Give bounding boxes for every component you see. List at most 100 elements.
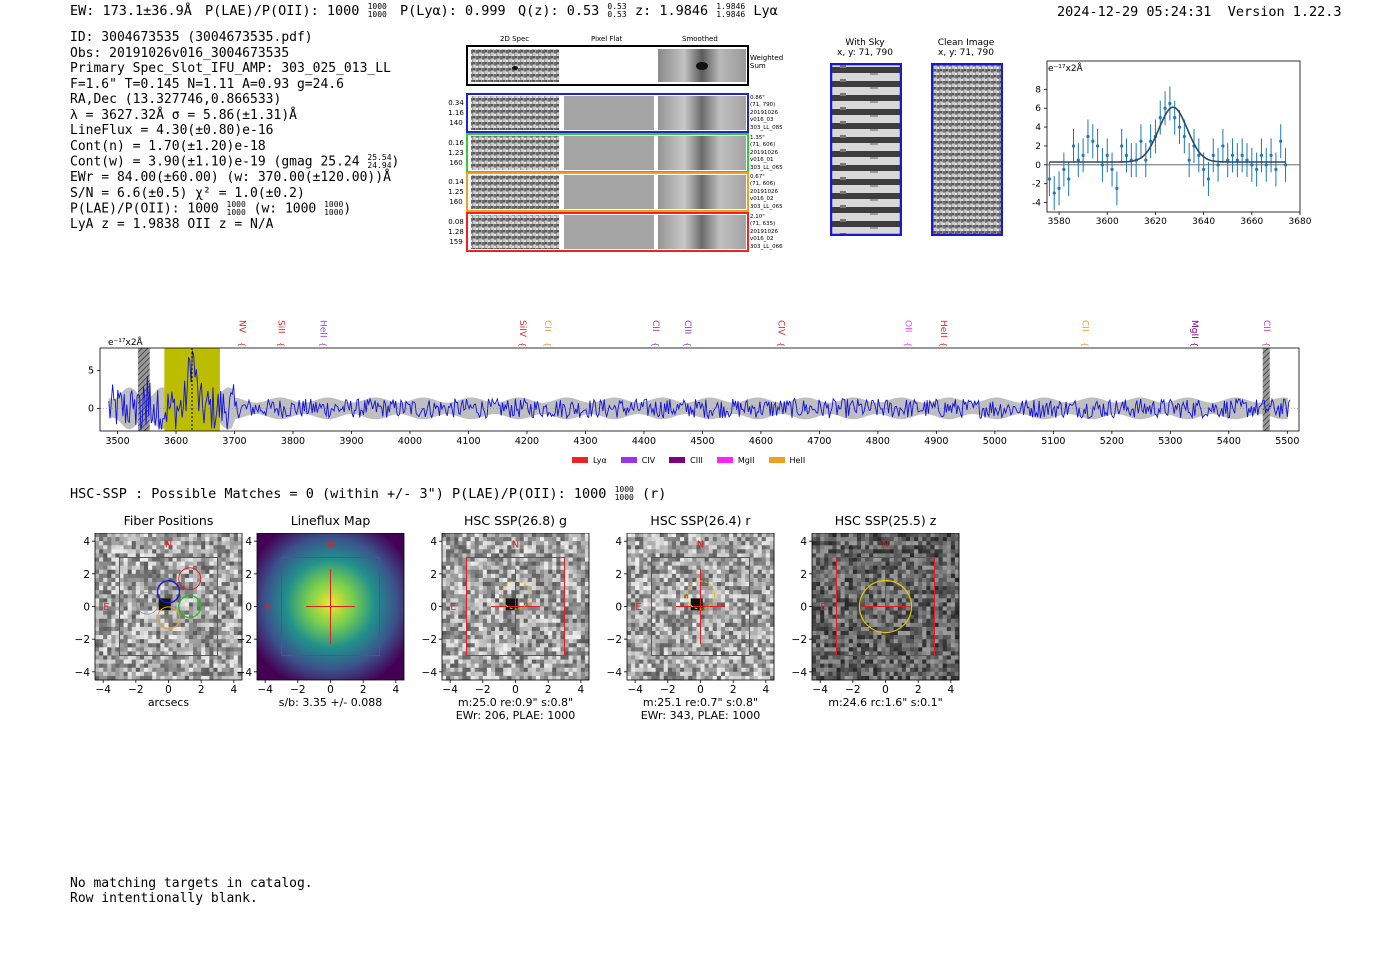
image-pixel: [639, 614, 644, 620]
image-pixel: [885, 582, 890, 587]
image-pixel: [144, 614, 149, 620]
image-pixel: [692, 651, 697, 656]
image-pixel: [135, 590, 141, 595]
image-pixel: [745, 561, 750, 566]
image-pixel: [877, 533, 882, 538]
image-pixel: [627, 667, 632, 673]
image-pixel: [659, 667, 665, 673]
image-pixel: [552, 569, 557, 575]
image-pixel: [499, 573, 504, 579]
image-pixel: [127, 553, 133, 558]
image-pixel: [462, 631, 467, 636]
image-pixel: [753, 626, 758, 632]
image-pixel: [205, 618, 210, 624]
image-pixel: [535, 594, 541, 599]
hsc-xtick-label: 2: [198, 684, 205, 696]
image-pixel: [160, 671, 165, 677]
image-pixel: [197, 602, 202, 607]
image-pixel: [201, 618, 206, 624]
image-pixel: [942, 582, 948, 587]
image-pixel: [442, 626, 447, 632]
image-pixel: [741, 561, 746, 566]
image-pixel: [486, 598, 492, 603]
image-pixel: [127, 565, 133, 571]
image-pixel: [139, 598, 145, 603]
image-pixel: [201, 561, 206, 566]
image-pixel: [556, 602, 561, 607]
image-pixel: [491, 622, 496, 628]
image-pixel: [450, 582, 455, 587]
image-pixel: [486, 635, 492, 640]
hsc-xtick-label: 4: [230, 684, 237, 696]
image-pixel: [737, 577, 742, 583]
image-pixel: [540, 598, 545, 603]
image-pixel: [725, 590, 730, 595]
image-pixel: [716, 565, 722, 571]
image-pixel: [482, 590, 488, 595]
image-pixel: [127, 545, 133, 550]
image-pixel: [148, 573, 153, 579]
image-pixel: [663, 655, 669, 660]
image-pixel: [458, 639, 463, 644]
spectrum-xtick-label: 4700: [807, 436, 831, 446]
image-pixel: [507, 557, 512, 562]
image-pixel: [572, 541, 578, 546]
image-pixel: [659, 655, 665, 660]
image-pixel: [139, 655, 145, 660]
image-pixel: [119, 663, 124, 669]
image-pixel: [503, 533, 508, 538]
image-pixel: [749, 590, 754, 595]
image-pixel: [671, 626, 677, 632]
image-pixel: [139, 675, 145, 681]
image-pixel: [905, 598, 911, 603]
image-pixel: [172, 631, 177, 636]
image-pixel: [757, 639, 763, 644]
image-pixel: [164, 671, 169, 677]
image-pixel: [160, 651, 165, 656]
image-pixel: [515, 639, 520, 644]
image-pixel: [725, 643, 730, 648]
image-pixel: [507, 594, 512, 599]
fiber-circle-red: [178, 567, 202, 591]
image-pixel: [761, 533, 767, 538]
image-pixel: [503, 622, 508, 628]
image-pixel: [135, 545, 141, 550]
image-pixel: [474, 598, 480, 603]
image-pixel: [848, 594, 854, 599]
image-pixel: [495, 647, 500, 652]
image-pixel: [914, 586, 919, 591]
image-pixel: [176, 663, 182, 669]
image-pixel: [515, 618, 520, 624]
image-pixel: [712, 549, 718, 554]
image-pixel: [209, 549, 214, 554]
image-pixel: [749, 631, 754, 636]
image-pixel: [745, 557, 750, 562]
image-pixel: [454, 663, 459, 669]
image-pixel: [655, 663, 660, 669]
image-pixel: [205, 639, 210, 644]
image-pixel: [519, 537, 524, 542]
image-pixel: [462, 582, 467, 587]
image-pixel: [99, 565, 104, 571]
image-pixel: [217, 663, 222, 669]
image-pixel: [135, 577, 141, 583]
image-pixel: [631, 533, 636, 538]
image-pixel: [217, 537, 222, 542]
image-pixel: [680, 561, 685, 566]
image-pixel: [700, 541, 705, 546]
image-pixel: [741, 573, 746, 579]
image-pixel: [910, 598, 915, 603]
image-pixel: [954, 557, 960, 562]
image-pixel: [631, 643, 636, 648]
image-pixel: [769, 606, 775, 611]
image-pixel: [462, 594, 467, 599]
image-pixel: [647, 602, 652, 607]
image-pixel: [205, 594, 210, 599]
spectrum-unit: e⁻¹⁷x2Å: [108, 336, 144, 348]
image-pixel: [474, 553, 480, 558]
image-pixel: [209, 659, 214, 664]
image-pixel: [99, 647, 104, 652]
image-pixel: [193, 671, 198, 677]
image-pixel: [144, 573, 149, 579]
image-pixel: [647, 663, 652, 669]
